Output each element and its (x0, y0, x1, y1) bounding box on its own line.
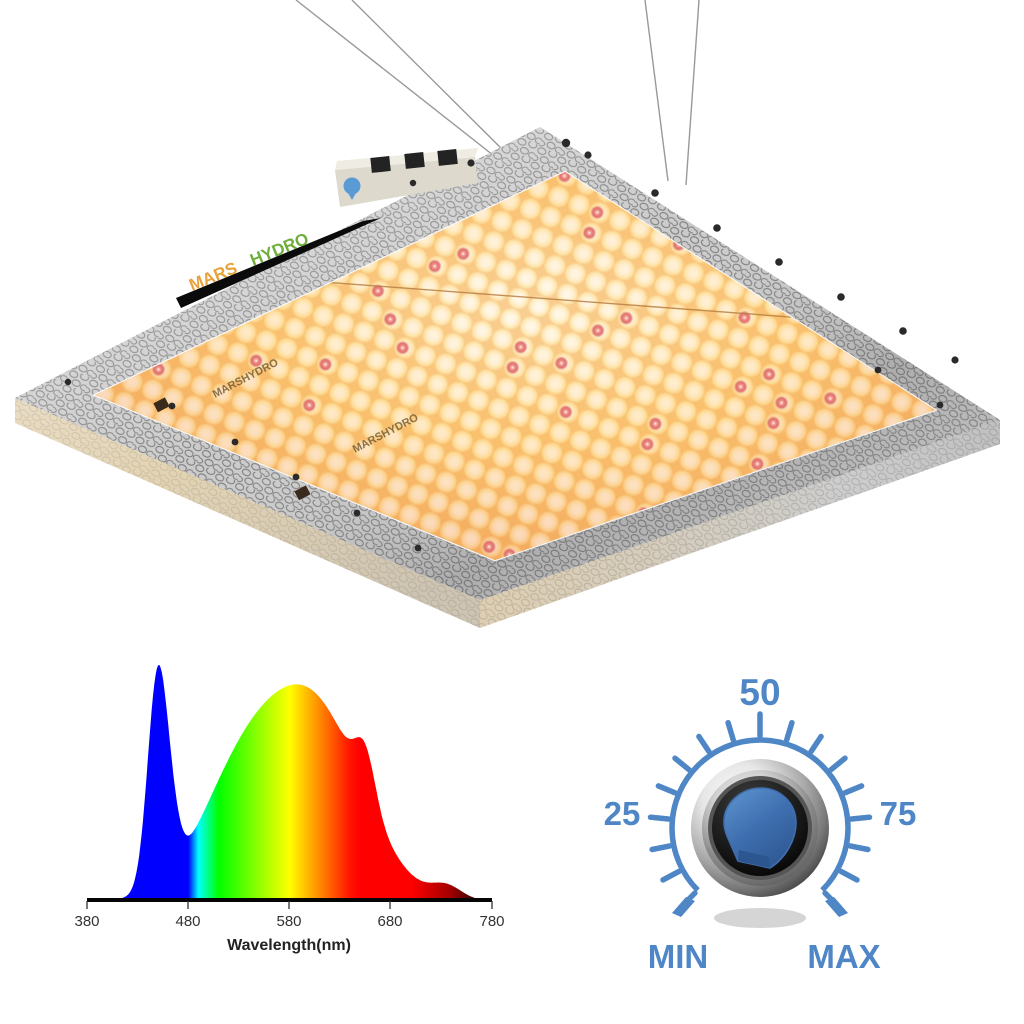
svg-text:580: 580 (276, 913, 301, 930)
svg-text:MIN: MIN (648, 938, 709, 975)
svg-text:75: 75 (880, 795, 917, 832)
svg-text:25: 25 (604, 795, 641, 832)
svg-text:480: 480 (175, 913, 200, 930)
svg-text:780: 780 (479, 913, 504, 930)
svg-text:380: 380 (74, 913, 99, 930)
svg-text:50: 50 (739, 672, 780, 713)
svg-text:Wavelength(nm): Wavelength(nm) (227, 937, 351, 954)
svg-text:680: 680 (377, 913, 402, 930)
svg-text:MAX: MAX (807, 938, 880, 975)
